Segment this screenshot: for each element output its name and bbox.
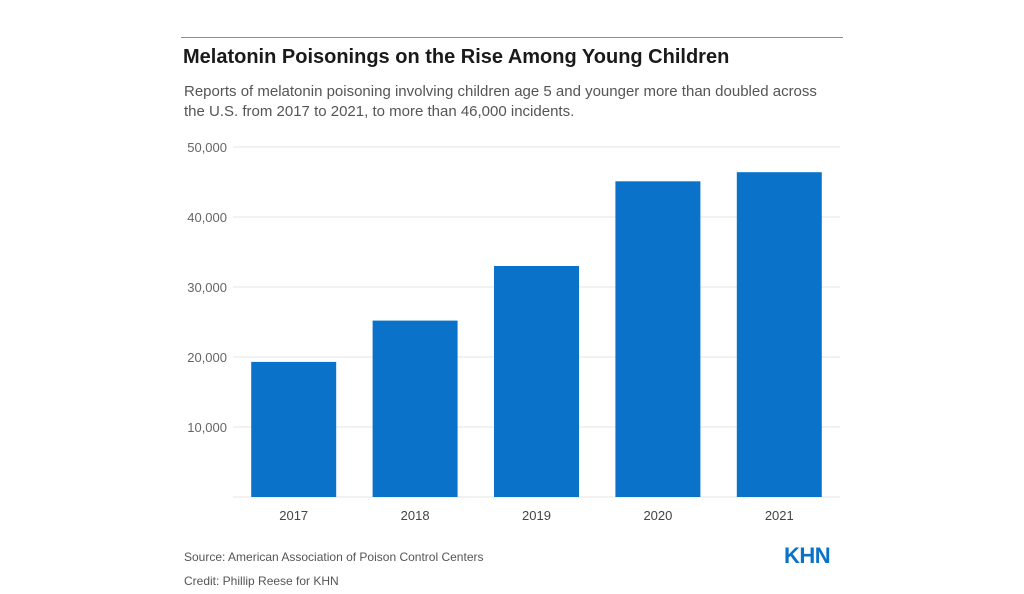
y-tick-label: 10,000 (187, 420, 227, 435)
x-tick-label: 2017 (279, 508, 308, 523)
y-tick-label: 20,000 (187, 350, 227, 365)
bars (251, 172, 822, 498)
x-tick-label: 2018 (401, 508, 430, 523)
bar-2020 (615, 181, 701, 498)
chart-subtitle: Reports of melatonin poisoning involving… (184, 83, 817, 120)
y-tick-label: 40,000 (187, 210, 227, 225)
bar-2019 (494, 266, 579, 497)
y-axis-ticks: 10,000 20,000 30,000 40,000 50,000 (187, 140, 227, 435)
y-tick-label: 50,000 (187, 140, 227, 155)
credit-note: Credit: Phillip Reese for KHN (184, 574, 339, 588)
khn-logo-text: KHN (784, 543, 830, 568)
x-tick-label: 2019 (522, 508, 551, 523)
x-tick-label: 2020 (643, 508, 672, 523)
khn-logo: KHN (784, 543, 831, 568)
x-axis-ticks: 2017 2018 2019 2020 2021 (279, 508, 794, 523)
y-tick-label: 30,000 (187, 280, 227, 295)
bar-2021 (736, 172, 822, 497)
bar-2018 (372, 320, 458, 497)
bar-2017 (251, 361, 337, 497)
chart-title: Melatonin Poisonings on the Rise Among Y… (183, 46, 730, 68)
source-note: Source: American Association of Poison C… (184, 550, 484, 564)
top-rule (181, 37, 843, 38)
x-tick-label: 2021 (765, 508, 794, 523)
